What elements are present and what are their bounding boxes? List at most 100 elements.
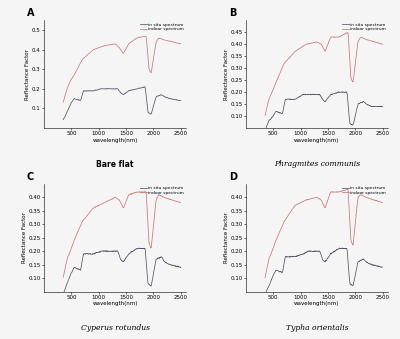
indoor spectrum [178, 42, 183, 46]
in situ spectrum [337, 246, 342, 250]
Line: indoor spectrum: indoor spectrum [265, 189, 382, 278]
indoor spectrum [283, 60, 288, 64]
Y-axis label: Reflectance Factor: Reflectance Factor [22, 212, 27, 263]
X-axis label: wavelength(nm): wavelength(nm) [294, 301, 340, 306]
in situ spectrum [378, 265, 383, 269]
in situ spectrum [74, 98, 79, 102]
in situ spectrum [81, 89, 86, 93]
in situ spectrum [380, 105, 385, 109]
in situ spectrum [378, 105, 383, 109]
indoor spectrum [176, 41, 181, 45]
indoor spectrum [365, 38, 370, 42]
indoor spectrum [61, 100, 66, 104]
in situ spectrum [262, 292, 267, 296]
Legend: in situ spectrum, indoor spectrum: in situ spectrum, indoor spectrum [138, 21, 186, 33]
in situ spectrum [163, 95, 168, 99]
Text: B: B [229, 8, 236, 18]
in situ spectrum [263, 128, 268, 132]
indoor spectrum [144, 34, 148, 38]
indoor spectrum [61, 275, 66, 279]
indoor spectrum [345, 187, 350, 191]
in situ spectrum [61, 292, 66, 296]
in situ spectrum [178, 99, 183, 103]
in situ spectrum [308, 93, 312, 97]
indoor spectrum [308, 197, 312, 201]
in situ spectrum [178, 265, 183, 269]
indoor spectrum [81, 56, 86, 60]
indoor spectrum [380, 201, 385, 205]
Line: indoor spectrum: indoor spectrum [63, 36, 181, 102]
Y-axis label: Reflectance Factor: Reflectance Factor [224, 212, 229, 263]
Text: D: D [229, 172, 237, 182]
Line: indoor spectrum: indoor spectrum [265, 33, 382, 115]
indoor spectrum [308, 42, 312, 46]
indoor spectrum [61, 100, 66, 104]
Line: in situ spectrum: in situ spectrum [265, 92, 382, 130]
indoor spectrum [380, 42, 385, 46]
in situ spectrum [111, 87, 116, 91]
in situ spectrum [137, 246, 142, 250]
in situ spectrum [74, 266, 79, 271]
in situ spectrum [61, 117, 66, 121]
indoor spectrum [365, 196, 370, 200]
Text: A: A [27, 8, 34, 18]
Line: in situ spectrum: in situ spectrum [63, 248, 181, 294]
indoor spectrum [74, 68, 79, 72]
in situ spectrum [283, 255, 288, 259]
indoor spectrum [378, 42, 383, 46]
Text: Bare flat: Bare flat [96, 160, 134, 169]
Text: Typha orientalis: Typha orientalis [286, 324, 348, 332]
indoor spectrum [283, 218, 288, 222]
in situ spectrum [283, 98, 288, 102]
Y-axis label: Reflectance Factor: Reflectance Factor [224, 49, 229, 100]
Line: in situ spectrum: in situ spectrum [63, 87, 181, 119]
in situ spectrum [106, 87, 111, 91]
indoor spectrum [106, 199, 111, 203]
X-axis label: wavelength(nm): wavelength(nm) [92, 138, 138, 143]
indoor spectrum [163, 196, 168, 200]
Text: Cyperus rotundus: Cyperus rotundus [80, 324, 150, 332]
in situ spectrum [313, 93, 318, 97]
indoor spectrum [74, 233, 79, 237]
indoor spectrum [81, 218, 86, 222]
in situ spectrum [111, 249, 116, 253]
indoor spectrum [276, 75, 281, 79]
indoor spectrum [106, 43, 111, 47]
indoor spectrum [276, 233, 281, 237]
indoor spectrum [178, 201, 183, 205]
in situ spectrum [81, 252, 86, 256]
in situ spectrum [263, 292, 268, 296]
Text: C: C [27, 172, 34, 182]
in situ spectrum [276, 110, 281, 114]
indoor spectrum [61, 275, 66, 279]
indoor spectrum [262, 276, 267, 280]
in situ spectrum [313, 249, 318, 253]
in situ spectrum [262, 128, 267, 132]
in situ spectrum [365, 103, 370, 107]
in situ spectrum [308, 249, 312, 253]
X-axis label: wavelength(nm): wavelength(nm) [294, 138, 340, 143]
indoor spectrum [346, 31, 350, 35]
in situ spectrum [176, 98, 181, 102]
in situ spectrum [163, 260, 168, 264]
Legend: in situ spectrum, indoor spectrum: in situ spectrum, indoor spectrum [340, 184, 388, 197]
in situ spectrum [61, 292, 66, 296]
indoor spectrum [176, 200, 181, 204]
in situ spectrum [380, 265, 385, 269]
indoor spectrum [313, 40, 318, 44]
in situ spectrum [142, 85, 147, 89]
indoor spectrum [111, 42, 116, 46]
in situ spectrum [61, 117, 66, 121]
indoor spectrum [262, 113, 267, 117]
Legend: in situ spectrum, indoor spectrum: in situ spectrum, indoor spectrum [138, 184, 186, 197]
in situ spectrum [276, 269, 281, 273]
Line: in situ spectrum: in situ spectrum [265, 248, 382, 294]
X-axis label: wavelength(nm): wavelength(nm) [92, 301, 138, 306]
in situ spectrum [344, 90, 348, 94]
Text: Phragmites communis: Phragmites communis [274, 160, 360, 168]
in situ spectrum [106, 249, 111, 253]
Legend: in situ spectrum, indoor spectrum: in situ spectrum, indoor spectrum [340, 21, 388, 33]
indoor spectrum [163, 38, 168, 42]
Y-axis label: Reflectance Factor: Reflectance Factor [25, 49, 30, 100]
indoor spectrum [142, 190, 147, 194]
